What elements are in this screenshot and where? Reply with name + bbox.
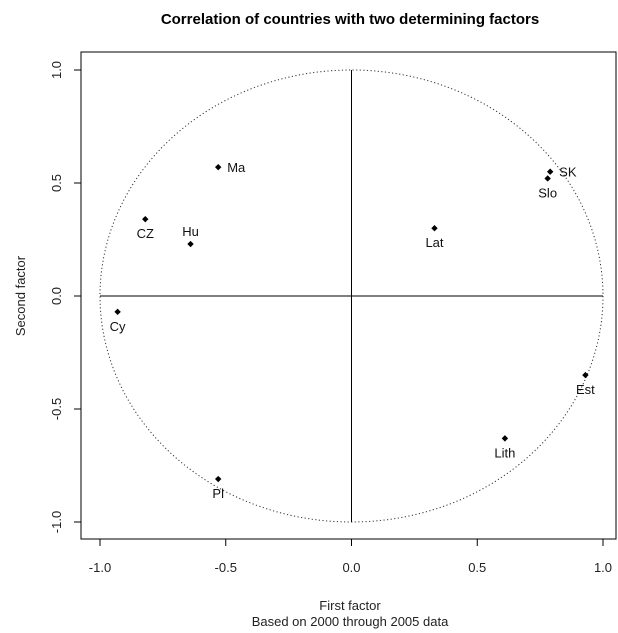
x-tick-label: 1.0 [594,560,612,575]
x-axis-sublabel: Based on 2000 through 2005 data [252,614,449,629]
point-label: CZ [137,226,154,241]
point-label: Slo [538,185,557,200]
y-tick-label: -0.5 [49,398,64,420]
ticks-layer: -1.0 -0.5 0.0 0.5 1.0 -1.0 -0.5 0.0 0.5 1.0 [49,61,612,575]
x-tick-label: -1.0 [89,560,111,575]
data-point [114,308,121,316]
data-point [187,240,194,248]
data-point [215,163,222,171]
point-label: Lith [494,445,515,460]
origin-axes-layer [100,70,603,522]
point-label: Cy [110,319,126,334]
point-label: Lat [425,235,443,250]
data-point [142,215,149,223]
y-tick-label: 0.5 [49,174,64,192]
y-tick-label: -1.0 [49,511,64,533]
x-axis-label: First factor [319,598,381,613]
data-point [501,435,509,442]
point-label: Hu [182,224,199,239]
data-point [546,168,554,175]
point-label: Est [576,382,595,397]
y-tick-label: 1.0 [49,61,64,79]
point-label: SK [559,165,577,180]
x-tick-label: 0.0 [342,560,360,575]
point-label: Ma [227,160,246,175]
data-point [215,475,222,483]
chart-title: Correlation of countries with two determ… [161,11,539,28]
x-tick-label: 0.5 [468,560,486,575]
y-tick-label: 0.0 [49,287,64,305]
data-point [431,225,438,232]
point-label: Pl [212,486,224,501]
y-axis-label: Second factor [13,255,28,336]
data-point [544,175,551,182]
data-point [582,371,589,379]
x-tick-label: -0.5 [215,560,237,575]
